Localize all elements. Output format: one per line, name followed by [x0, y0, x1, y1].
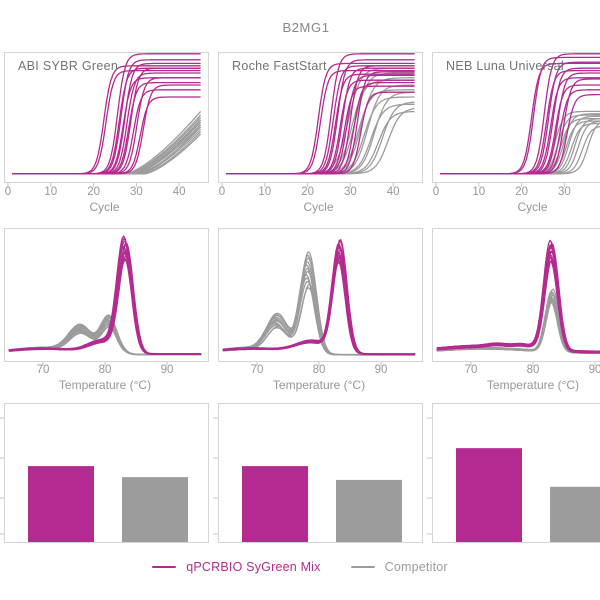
melt-tick: 90 — [160, 364, 174, 376]
amp-tick: 10 — [44, 186, 58, 198]
melt-tick: 70 — [250, 364, 264, 376]
melt-tick: 90 — [588, 364, 600, 376]
amp-tick: 30 — [129, 186, 143, 198]
legend-label-sygreen: qPCRBIO SyGreen Mix — [186, 560, 321, 574]
melt-xlabel: Temperature (°C) — [272, 378, 366, 392]
bar-chart-roche — [213, 403, 423, 543]
melt-chart-abi — [4, 228, 209, 366]
panel-title-abi: ABI SYBR Green — [18, 59, 119, 73]
amp-tick: 0 — [4, 186, 12, 198]
bar-chart-neb — [427, 403, 600, 543]
melt-tick: 80 — [312, 364, 326, 376]
amp-tick: 0 — [218, 186, 226, 198]
legend: qPCRBIO SyGreen Mix Competitor — [0, 560, 600, 574]
melt-xlabel: Temperature (°C) — [486, 378, 580, 392]
amplification-chart-abi — [4, 52, 209, 187]
panel-title-roche: Roche FastStart — [232, 59, 327, 73]
melt-tick: 80 — [98, 364, 112, 376]
amplification-chart-roche — [218, 52, 423, 187]
amplification-chart-neb — [432, 52, 600, 187]
competitor-line-swatch — [350, 565, 375, 569]
melt-tick: 70 — [464, 364, 478, 376]
melt-tick: 70 — [36, 364, 50, 376]
legend-item-competitor: Competitor — [350, 560, 448, 574]
amp-tick: 20 — [87, 186, 100, 198]
melt-chart-neb — [432, 228, 600, 366]
amp-tick: 0 — [432, 186, 440, 198]
amp-tick: 20 — [301, 186, 314, 198]
amp-tick: 10 — [258, 186, 272, 198]
amp-tick: 40 — [386, 186, 400, 198]
melt-tick: 80 — [526, 364, 540, 376]
amp-tick: 40 — [172, 186, 186, 198]
amp-xlabel: Cycle — [89, 200, 120, 214]
melt-tick: 90 — [374, 364, 388, 376]
amp-xlabel: Cycle — [517, 200, 548, 214]
legend-item-sygreen: qPCRBIO SyGreen Mix — [152, 560, 320, 574]
bar-chart-abi — [0, 403, 209, 543]
amp-tick: 10 — [472, 186, 486, 198]
panel-title-neb: NEB Luna Universal — [446, 59, 564, 73]
amp-xlabel: Cycle — [303, 200, 334, 214]
amp-tick: 30 — [557, 186, 571, 198]
melt-chart-roche — [218, 228, 423, 366]
legend-label-competitor: Competitor — [384, 560, 448, 574]
sygreen-line-swatch — [152, 565, 177, 569]
figure-title: B2MG1 — [282, 20, 330, 35]
amp-tick: 20 — [515, 186, 528, 198]
amp-tick: 30 — [343, 186, 357, 198]
melt-xlabel: Temperature (°C) — [58, 378, 152, 392]
